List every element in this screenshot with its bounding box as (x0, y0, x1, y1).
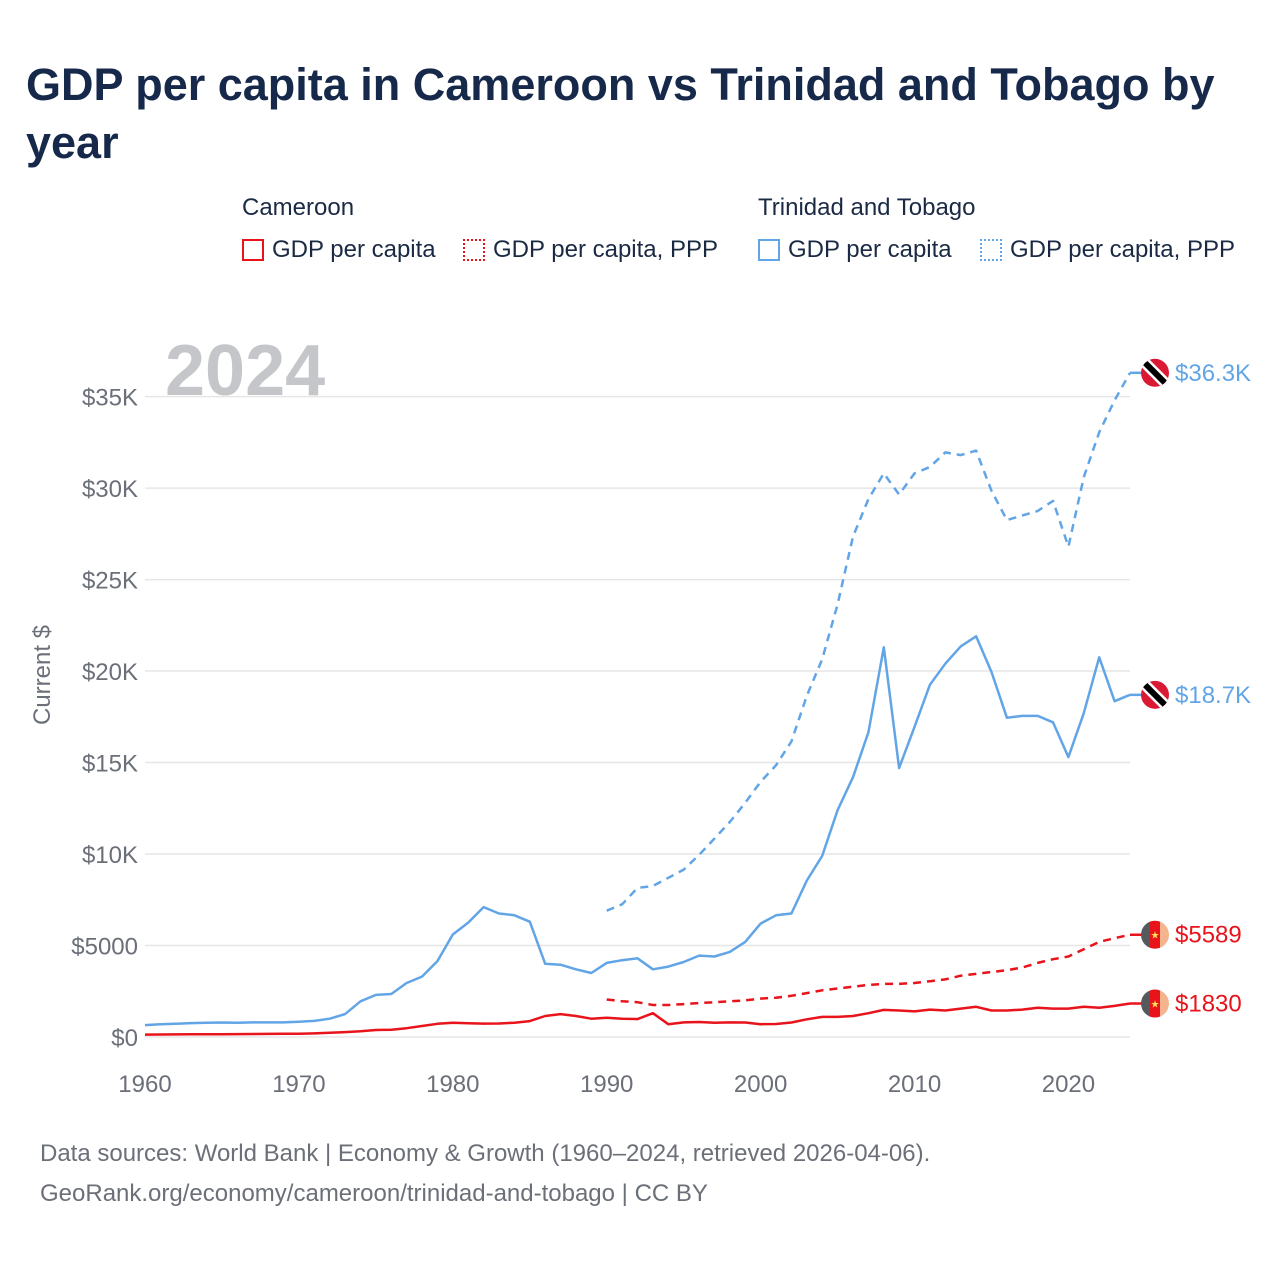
series-end-value-label: $18.7K (1175, 682, 1251, 709)
x-tick-label: 1970 (272, 1071, 325, 1098)
x-tick-label: 1960 (118, 1071, 171, 1098)
cameroon-flag-icon: ★ (1141, 989, 1169, 1018)
series-end-value-label: $36.3K (1175, 360, 1251, 387)
y-tick-label: $25K (82, 568, 138, 595)
legend-item-cameroon-gdp-per-capita[interactable]: GDP per capita (242, 234, 436, 266)
legend-label: GDP per capita, PPP (493, 236, 718, 263)
footer-attribution[interactable]: GeoRank.org/economy/cameroon/trinidad-an… (40, 1180, 708, 1207)
x-tick-label: 2000 (734, 1071, 787, 1098)
legend-swatch-tt-dashed (980, 239, 1002, 261)
y-tick-label: $10K (82, 842, 138, 869)
x-tick-label: 1980 (426, 1071, 479, 1098)
legend-swatch-tt-solid (758, 239, 780, 261)
y-tick-label: $30K (82, 476, 138, 503)
cameroon-flag-icon: ★ (1141, 920, 1169, 949)
x-tick-label: 2010 (888, 1071, 941, 1098)
svg-text:★: ★ (1151, 931, 1160, 942)
y-tick-label: $35K (82, 385, 138, 412)
x-tick-label: 2020 (1042, 1071, 1095, 1098)
series-end-value-label: $1830 (1175, 991, 1242, 1018)
legend-item-tt-gdp-per-capita[interactable]: GDP per capita (758, 234, 952, 266)
footer-sources: Data sources: World Bank | Economy & Gro… (40, 1140, 931, 1167)
legend-label: GDP per capita (272, 236, 436, 263)
legend-label: GDP per capita, PPP (1010, 236, 1235, 263)
legend-group-cameroon: Cameroon (242, 194, 355, 221)
trinidad-and-tobago-flag-icon (1141, 680, 1169, 709)
legend-swatch-cameroon-dashed (463, 239, 485, 261)
y-tick-label: $15K (82, 751, 138, 778)
legend-item-tt-gdp-per-capita-ppp[interactable]: GDP per capita, PPP (980, 234, 1235, 266)
series-end-value-label: $5589 (1175, 922, 1242, 949)
y-axis-label: Current $ (29, 625, 56, 725)
legend-item-cameroon-gdp-per-capita-ppp[interactable]: GDP per capita, PPP (463, 234, 718, 266)
y-tick-label: $20K (82, 659, 138, 686)
chart-title: GDP per capita in Cameroon vs Trinidad a… (26, 59, 1215, 168)
line-chart: $0 $5000 $10K $15K $20K $25K $30K $35K 1960 1970 1… (29, 331, 1251, 1098)
series-line-cameroon-dashed[interactable] (606, 933, 1131, 1007)
y-tick-label: $5000 (71, 934, 138, 961)
series-line-tt-solid[interactable] (144, 635, 1131, 1027)
svg-text:★: ★ (1151, 1000, 1160, 1011)
x-tick-label: 1990 (580, 1071, 633, 1098)
y-tick-label: $0 (111, 1025, 138, 1052)
legend-swatch-cameroon-solid (242, 239, 264, 261)
legend-group-trinidad-and-tobago: Trinidad and Tobago (758, 194, 976, 221)
year-watermark: 2024 (165, 331, 325, 411)
series-line-cameroon-solid[interactable] (144, 1002, 1131, 1036)
trinidad-and-tobago-flag-icon (1141, 358, 1169, 387)
series-line-tt-dashed[interactable] (606, 372, 1132, 912)
legend-label: GDP per capita (788, 236, 952, 263)
